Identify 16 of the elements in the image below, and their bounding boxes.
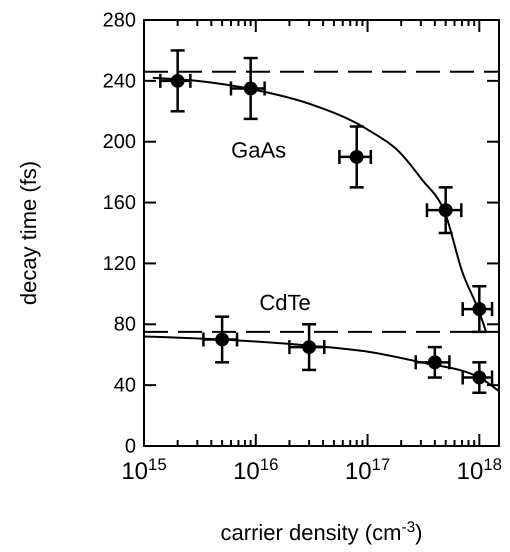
y-tick-label: 280 [102,9,136,32]
y-tick-label: 120 [102,252,136,275]
x-tick-label: 10$^{16}$ [233,454,278,486]
y-tick-label: 160 [102,192,136,214]
y-tick-label: 200 [102,131,136,154]
x-axis-title: carrier density (cm$^{-3}$) [220,518,422,545]
y-tick-label: 240 [102,70,136,92]
y-tick-label: 80 [114,314,136,336]
x-tick-label: 10$^{18}$ [456,454,502,486]
y-axis-title: decay time (fs) [16,160,41,306]
y-tick-label: 0 [124,435,136,458]
x-tick-label: 10$^{15}$ [121,454,167,486]
y-tick-label: 40 [114,374,136,397]
series-label: CdTe [259,290,311,315]
text: GaAs [231,137,286,162]
x-tick-label: 10$^{17}$ [344,454,390,486]
